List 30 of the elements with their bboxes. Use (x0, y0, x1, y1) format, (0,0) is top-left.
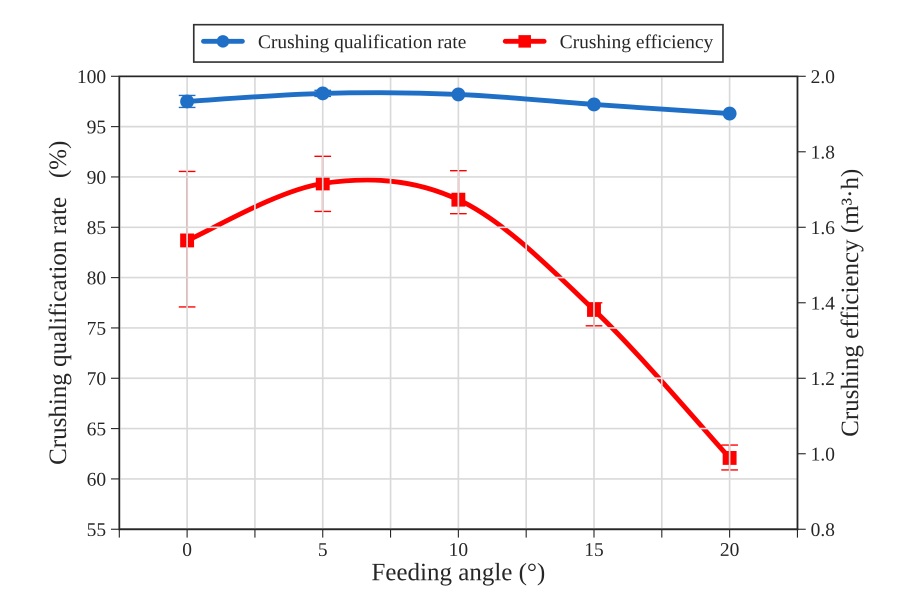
y2-tick-label: 1.4 (812, 296, 835, 310)
y2-tick-label: 1.0 (812, 448, 834, 461)
y-axis-title: Crushing qualification rate (%) (48, 142, 72, 464)
y2-axis-title: Crushing efficiency (m³·h) (840, 170, 864, 436)
x-tick-label: 15 (586, 543, 603, 556)
legend-label: Crushing efficiency (560, 34, 714, 52)
y-tick-label: 90 (87, 170, 106, 184)
point (451, 87, 466, 102)
y-tick-label: 85 (87, 221, 106, 234)
legend-label: Crushing qualification rate (258, 34, 466, 52)
x-axis-title: Feeding angle (°) (372, 562, 544, 586)
y-tick-label: 80 (87, 271, 106, 285)
point (587, 98, 601, 112)
y-tick-label: 75 (88, 322, 106, 335)
y-tick-label: 95 (87, 120, 106, 134)
x-tick-label: 5 (319, 543, 327, 556)
point (722, 106, 737, 120)
y2-tick-label: 1.6 (812, 221, 834, 234)
x-tick-label: 20 (720, 543, 739, 556)
y2-tick-label: 0.8 (811, 523, 834, 536)
y-tick-label: 70 (88, 372, 106, 386)
y-tick-label: 60 (88, 472, 106, 486)
y-tick-label: 100 (78, 70, 106, 84)
y2-tick-label: 1.2 (812, 372, 834, 386)
y2-tick-label: 1.8 (812, 146, 834, 159)
y-tick-label: 65 (88, 422, 106, 436)
y-tick-label: 55 (88, 523, 106, 536)
x-tick-label: 10 (450, 543, 468, 556)
y2-tick-label: 2.0 (811, 70, 834, 84)
x-tick-label: 0 (182, 543, 192, 556)
